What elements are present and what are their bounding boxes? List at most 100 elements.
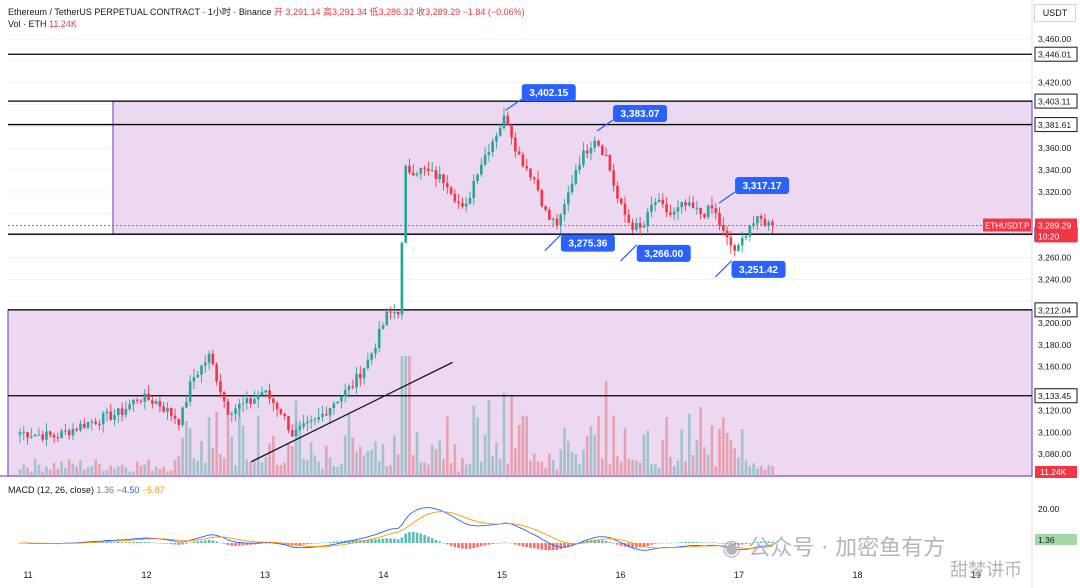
macd-histogram-bar: [226, 543, 230, 546]
wechat-icon: ◉: [722, 536, 742, 561]
macd-histogram-bar: [381, 538, 385, 543]
time-tick-label: 12: [141, 570, 151, 580]
candle-body: [752, 223, 755, 226]
macd-histogram-bar: [514, 543, 517, 545]
macd-histogram-bar: [763, 541, 767, 543]
macd-value-tag: [1035, 534, 1077, 545]
volume-bar: [729, 440, 733, 476]
macd-histogram-bar: [551, 543, 555, 551]
macd-histogram-bar: [767, 541, 770, 543]
candle-body: [623, 203, 627, 215]
candle-body: [733, 245, 736, 251]
volume-bar: [461, 457, 464, 476]
volume-bar: [64, 467, 67, 476]
volume-bar: [324, 445, 328, 476]
candle-body: [396, 312, 400, 315]
candle-body: [389, 311, 392, 313]
volume-bar: [767, 465, 770, 476]
volume-bar: [355, 451, 358, 476]
volume-bar: [22, 464, 26, 476]
candle-body: [532, 177, 536, 180]
macd-histogram-bar: [393, 538, 396, 543]
macd-histogram-bar: [665, 542, 668, 544]
macd-histogram-bar: [336, 541, 339, 543]
price-level-label: 3,133.45: [1038, 391, 1071, 401]
macd-histogram-bar: [162, 543, 165, 544]
macd-histogram-bar: [695, 542, 699, 543]
symbol-header[interactable]: Ethereum / TetherUS PERPETUAL CONTRACT ·…: [8, 5, 525, 18]
volume-bar: [627, 458, 631, 476]
volume-bar: [343, 435, 347, 476]
volume-bar: [566, 441, 570, 476]
trendline-segment[interactable]: [250, 361, 453, 463]
price-callout: [521, 84, 576, 102]
candle-body: [582, 150, 585, 166]
candles: [18, 107, 774, 447]
candle-body: [309, 420, 313, 422]
candle-body: [767, 221, 770, 226]
trendline[interactable]: [250, 361, 453, 463]
candle-body: [253, 399, 256, 404]
macd-histogram-bar: [532, 543, 536, 549]
candle-body: [359, 373, 362, 379]
macd-histogram-bar: [419, 533, 423, 543]
candle-body: [691, 202, 695, 209]
macd-histogram-bar: [185, 543, 188, 544]
candle-body: [324, 413, 328, 416]
price-callout-label: 3,402.15: [529, 88, 568, 99]
macd-header[interactable]: MACD (12, 26, close) 1.36 −4.50 −5.87: [8, 485, 165, 495]
currency-button[interactable]: USDT: [1034, 4, 1076, 22]
macd-histogram-bar: [309, 543, 313, 544]
macd-histogram-bar: [487, 543, 491, 545]
volume-bar: [185, 421, 188, 476]
volume-bar: [638, 462, 642, 476]
macd-histogram-bar: [756, 541, 759, 543]
volume-bar: [763, 469, 767, 476]
volume-bar: [449, 462, 453, 476]
volume-bar: [203, 462, 207, 476]
volume-bar: [362, 455, 366, 476]
candle-body: [616, 185, 619, 199]
volume-bar: [570, 451, 574, 476]
volume-bar: [676, 460, 680, 476]
macd-histogram-bar: [328, 542, 332, 543]
price-axis[interactable]: 3,446.013,403.113,381.613,281.303,212.04…: [983, 34, 1078, 545]
candle-body: [109, 411, 113, 420]
macd-histogram-bar: [461, 543, 464, 549]
volume-bar: [359, 446, 362, 476]
time-axis[interactable]: 11 12 13 14 15 16 17 18 19: [23, 570, 981, 580]
macd-histogram-bar: [468, 543, 472, 549]
candle-body: [362, 368, 366, 379]
volume-bar: [525, 416, 528, 476]
volume-bar: [290, 446, 294, 476]
candle-body: [646, 211, 649, 226]
candle-body: [540, 189, 544, 207]
macd-histogram-bar: [196, 541, 200, 543]
volume-bar: [464, 464, 468, 476]
candle-body: [657, 199, 661, 203]
volume-header[interactable]: Vol · ETH 11.24K: [8, 19, 77, 29]
candle-body: [400, 242, 404, 315]
macd-histogram-bar: [324, 542, 328, 543]
volume-bar: [544, 467, 547, 476]
time-tick-label: 14: [378, 570, 388, 580]
volume-bar: [385, 466, 389, 476]
volume-bar: [563, 427, 566, 476]
candle-body: [449, 187, 453, 194]
macd-histogram-bar: [566, 543, 570, 547]
volume-bar: [90, 466, 94, 476]
volume-bar: [551, 460, 555, 476]
candle-body: [638, 223, 642, 228]
macd-line: [20, 507, 773, 551]
volume-bar: [706, 454, 710, 476]
candle-body: [370, 353, 373, 360]
candle-body: [192, 377, 196, 382]
macd-histogram-bar: [294, 543, 298, 546]
volume-bar: [555, 469, 559, 476]
volume-bar: [756, 468, 759, 476]
candle-body: [215, 364, 218, 382]
volume-bar: [336, 466, 339, 476]
macd-histogram-bar: [612, 543, 615, 544]
candle-body: [264, 390, 268, 393]
